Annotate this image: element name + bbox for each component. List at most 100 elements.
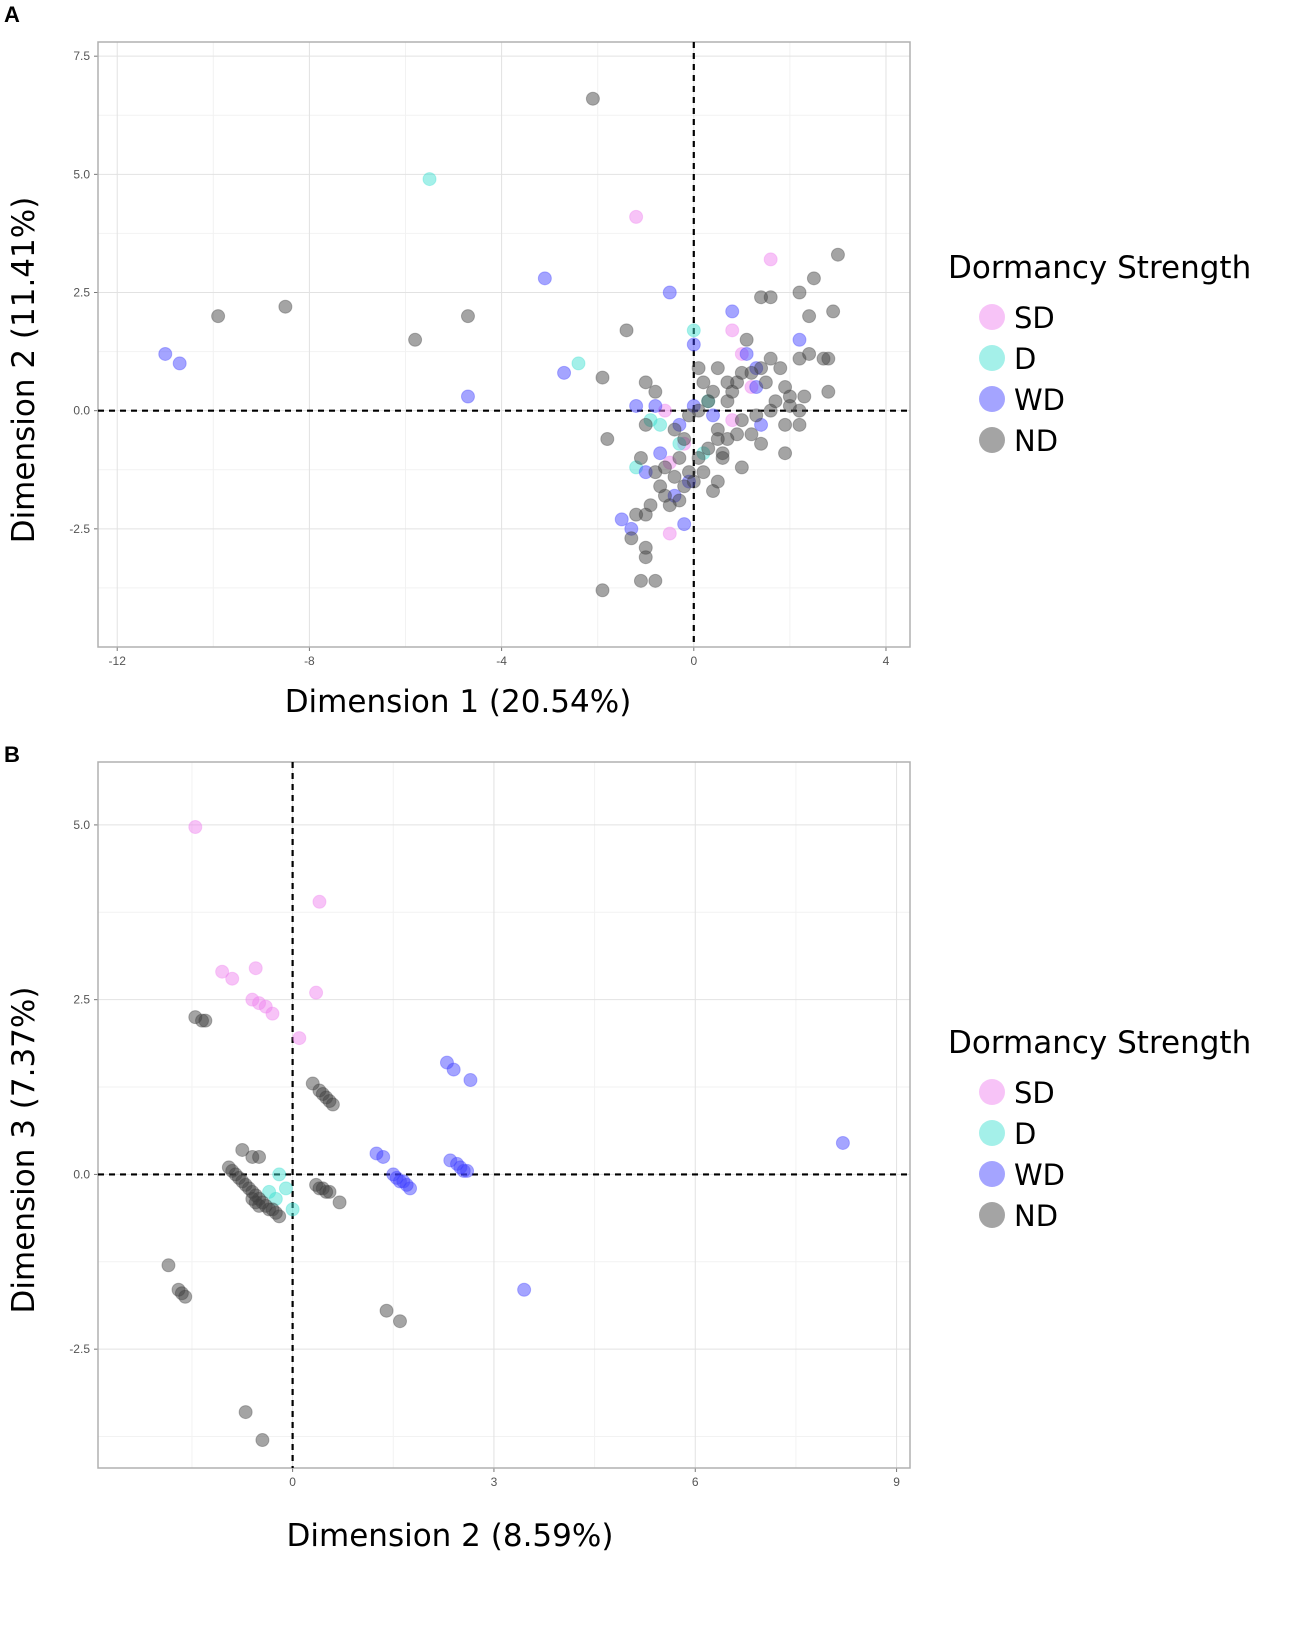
- data-point-nd: [754, 290, 769, 305]
- x-tick-label: -12: [109, 654, 127, 668]
- data-point-nd: [161, 1258, 176, 1273]
- data-point-nd: [211, 309, 226, 324]
- data-point-sd: [662, 526, 677, 541]
- legend: Dormancy Strength SD D WD ND: [948, 1025, 1251, 1233]
- data-point-d: [672, 436, 687, 451]
- data-point-nd: [648, 465, 663, 480]
- data-point-nd: [255, 1433, 270, 1448]
- data-point-wd: [158, 346, 173, 361]
- data-point-nd: [248, 1188, 263, 1203]
- data-point-wd: [392, 1174, 407, 1189]
- plot-area: [98, 42, 910, 647]
- data-point-nd: [315, 1181, 330, 1196]
- data-point-nd: [677, 432, 692, 447]
- series-d: [422, 172, 716, 475]
- data-point-wd: [686, 398, 701, 413]
- data-point-nd: [248, 1195, 263, 1210]
- data-point-nd: [734, 413, 749, 428]
- data-point-nd: [792, 351, 807, 366]
- data-point-nd: [816, 351, 831, 366]
- data-point-nd: [734, 365, 749, 380]
- data-point-nd: [174, 1286, 189, 1301]
- data-point-wd: [725, 304, 740, 319]
- data-point-nd: [252, 1191, 267, 1206]
- data-point-wd: [463, 1073, 478, 1088]
- data-point-nd: [322, 1184, 337, 1199]
- data-point-nd: [773, 361, 788, 376]
- chart-panel-b: 0 3 6 9 -2.5 0.0 2.5 5.0 Dimension 2 (8.59%) Dime…: [6, 761, 1251, 1554]
- data-point-nd: [633, 573, 648, 588]
- data-point-nd: [672, 450, 687, 465]
- data-point-wd: [754, 417, 769, 432]
- y-tick-label: -2.5: [69, 522, 90, 536]
- data-point-nd: [681, 408, 696, 423]
- data-point-nd: [595, 583, 610, 598]
- data-point-nd: [744, 427, 759, 442]
- data-point-nd: [600, 432, 615, 447]
- data-point-nd: [178, 1289, 193, 1304]
- data-point-nd: [305, 1076, 320, 1091]
- data-point-nd: [278, 299, 293, 314]
- data-point-nd: [686, 474, 701, 489]
- data-point-nd: [638, 540, 653, 555]
- data-point-wd: [686, 337, 701, 352]
- data-point-nd: [255, 1195, 270, 1210]
- data-point-wd: [517, 1282, 532, 1297]
- data-point-nd: [754, 436, 769, 451]
- data-point-nd: [706, 484, 721, 499]
- data-point-nd: [195, 1013, 210, 1028]
- data-point-wd: [624, 521, 639, 536]
- data-point-nd: [221, 1160, 236, 1175]
- x-tick-label: 9: [893, 1475, 900, 1489]
- data-point-nd: [408, 332, 423, 347]
- data-point-nd: [629, 507, 644, 522]
- data-point-nd: [245, 1191, 260, 1206]
- data-point-nd: [672, 493, 687, 508]
- data-point-nd: [782, 389, 797, 404]
- series-d: [262, 1167, 300, 1217]
- data-point-nd: [595, 370, 610, 385]
- data-point-nd: [715, 446, 730, 461]
- data-point-nd: [379, 1303, 394, 1318]
- data-point-nd: [744, 365, 759, 380]
- data-point-wd: [662, 285, 677, 300]
- data-point-nd: [792, 417, 807, 432]
- data-point-nd: [681, 465, 696, 480]
- data-point-nd: [710, 361, 725, 376]
- data-point-nd: [312, 1083, 327, 1098]
- x-axis-title: Dimension 1 (20.54%): [285, 684, 632, 720]
- data-point-nd: [701, 441, 716, 456]
- data-point-nd: [325, 1097, 340, 1112]
- data-point-wd: [369, 1146, 384, 1161]
- data-point-nd: [821, 351, 836, 366]
- data-point-d: [272, 1167, 287, 1182]
- data-point-nd: [720, 432, 735, 447]
- y-axis-title: Dimension 3 (7.37%): [6, 987, 42, 1314]
- data-point-nd: [715, 450, 730, 465]
- data-point-wd: [386, 1167, 401, 1182]
- data-point-wd: [835, 1135, 850, 1150]
- plot-border: [97, 41, 911, 648]
- data-point-nd: [241, 1181, 256, 1196]
- series-wd: [369, 1055, 850, 1297]
- data-point-wd: [446, 1062, 461, 1077]
- series-nd: [161, 1010, 407, 1448]
- data-point-d: [278, 1181, 293, 1196]
- data-point-d: [285, 1202, 300, 1217]
- data-point-wd: [389, 1170, 404, 1185]
- data-point-nd: [268, 1205, 283, 1220]
- data-point-nd: [657, 460, 672, 475]
- data-point-wd: [638, 465, 653, 480]
- legend-key-wd: [979, 386, 1005, 412]
- y-tick-label: -2.5: [69, 1342, 90, 1356]
- legend-label-wd: WD: [1014, 1158, 1065, 1192]
- data-point-sd: [629, 209, 644, 224]
- data-point-nd: [691, 361, 706, 376]
- legend-label-nd: ND: [1014, 1199, 1058, 1233]
- data-point-nd: [648, 573, 663, 588]
- data-point-nd: [309, 1177, 324, 1192]
- data-point-nd: [231, 1170, 246, 1185]
- data-point-nd: [830, 247, 845, 262]
- data-point-nd: [734, 460, 749, 475]
- data-point-sd: [763, 252, 778, 267]
